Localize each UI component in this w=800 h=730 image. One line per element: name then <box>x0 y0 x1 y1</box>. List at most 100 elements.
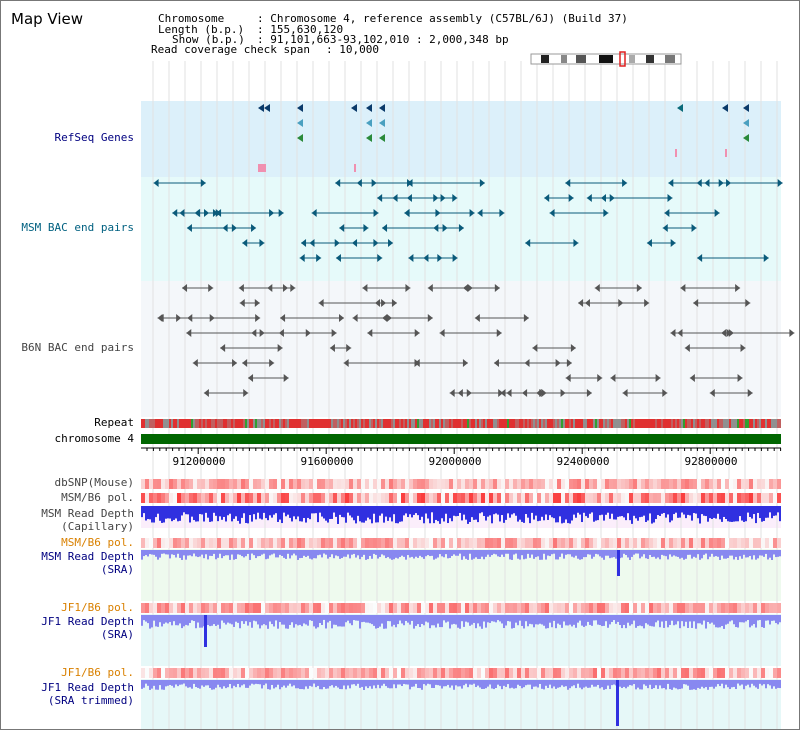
dbsnp-cell <box>617 479 621 489</box>
dbsnp-cell <box>441 479 445 489</box>
b6n-bac-pair <box>238 284 244 292</box>
capillary-depth-bar <box>217 506 219 522</box>
dbsnp-cell <box>141 479 145 489</box>
msm-pol-cell <box>445 493 449 503</box>
jf1-sra-depth-bar <box>549 615 551 623</box>
msm-pol-cell <box>649 538 653 548</box>
jf1-trim-depth-bar <box>195 680 197 687</box>
jf1-trim-depth-bar <box>745 680 747 686</box>
repeat-segment <box>167 419 169 428</box>
jf1-trim-depth-bar <box>497 680 499 685</box>
track-label-refseq: RefSeq Genes <box>54 131 134 144</box>
capillary-depth-bar <box>487 506 489 517</box>
repeat-segment <box>509 419 511 428</box>
capillary-depth-bar <box>591 506 593 513</box>
jf1-pol-cell <box>661 668 665 678</box>
repeat-segment <box>729 419 731 428</box>
jf1-sra-depth-bar <box>407 615 409 623</box>
dbsnp-cell <box>737 479 741 489</box>
jf1-sra-depth-bar <box>247 615 249 626</box>
msm-pol-cell <box>301 493 305 503</box>
capillary-depth-bar <box>617 506 619 517</box>
jf1-sra-depth-bar <box>443 615 445 621</box>
msm-pol-cell <box>697 538 701 548</box>
jf1-pol-cell <box>673 668 677 678</box>
jf1-pol-cell <box>409 668 413 678</box>
repeat-segment <box>263 419 265 428</box>
dbsnp-cell <box>333 479 337 489</box>
jf1-pol-cell <box>757 603 761 613</box>
msm-pol-cell <box>197 493 201 503</box>
msm-sra-depth-bar <box>657 550 659 558</box>
jf1-trim-depth-bar <box>321 680 323 690</box>
capillary-depth-bar <box>335 506 337 517</box>
dbsnp-cell <box>361 479 365 489</box>
msm-pol-cell <box>749 538 753 548</box>
b6n-bac-pair <box>560 389 566 397</box>
jf1-trim-depth-bar <box>231 680 233 689</box>
jf1-pol-cell <box>253 603 257 613</box>
repeat-segment <box>465 419 467 428</box>
jf1-sra-depth-bar <box>393 615 395 625</box>
msm-pol-cell <box>549 538 553 548</box>
jf1-trim-depth-bar <box>439 680 441 686</box>
jf1-trim-depth-bar <box>635 680 637 690</box>
jf1-sra-depth-bar <box>285 615 287 629</box>
repeat-segment <box>531 419 533 428</box>
jf1-pol-cell <box>429 668 433 678</box>
msm-bac-pair <box>222 224 228 232</box>
msm-sra-depth-bar <box>665 550 667 557</box>
jf1-trim-depth-bar <box>379 680 381 689</box>
jf1-pol-cell <box>213 668 217 678</box>
jf1-trim-depth-bar <box>361 680 363 687</box>
jf1-trim-depth-bar <box>547 680 549 688</box>
repeat-segment <box>409 419 411 428</box>
capillary-depth-bar <box>325 506 327 521</box>
repeat-segment <box>673 419 675 428</box>
b6n-bac-pair <box>670 329 676 337</box>
jf1-pol-cell <box>321 668 325 678</box>
repeat-segment <box>153 419 155 428</box>
jf1-pol-cell <box>369 603 373 613</box>
capillary-depth-bar <box>685 506 687 519</box>
repeat-segment <box>291 419 293 428</box>
msm-pol-cell <box>545 493 549 503</box>
capillary-depth-bar <box>557 506 559 523</box>
dbsnp-cell <box>521 479 525 489</box>
msm-sra-depth-bar <box>451 550 453 556</box>
jf1-sra-depth-bar <box>379 615 381 627</box>
track-label-jf1-depth-sra-sub: (SRA) <box>100 628 134 641</box>
jf1-pol-cell <box>441 603 445 613</box>
jf1-pol-cell <box>373 603 377 613</box>
jf1-sra-depth-bar <box>277 615 279 629</box>
msm-pol-cell <box>449 538 453 548</box>
msm-pol-cell <box>269 493 273 503</box>
dbsnp-cell <box>217 479 221 489</box>
capillary-depth-bar <box>349 506 351 516</box>
msm-pol-cell <box>237 493 241 503</box>
jf1-pol-cell <box>509 668 513 678</box>
repeat-segment <box>447 419 449 428</box>
capillary-depth-bar <box>695 506 697 514</box>
jf1-sra-depth-bar <box>445 615 447 623</box>
chromosome-key: Chromosome <box>158 12 225 25</box>
jf1-pol-cell <box>441 668 445 678</box>
jf1-trim-depth-bar <box>283 680 285 686</box>
msm-pol-cell <box>777 538 781 548</box>
msm-bac-pair <box>299 254 305 262</box>
jf1-pol-cell <box>553 603 557 613</box>
dbsnp-cell <box>513 479 517 489</box>
jf1-sra-depth-bar <box>779 615 781 623</box>
jf1-pol-cell <box>293 603 297 613</box>
msm-pol-cell <box>717 493 721 503</box>
jf1-pol-cell <box>341 668 345 678</box>
msm-sra-depth-bar <box>621 550 623 558</box>
msm-pol-cell <box>713 493 717 503</box>
msm-bac-pair <box>153 179 159 187</box>
repeat-segment <box>709 419 711 428</box>
jf1-pol-cell <box>257 603 261 613</box>
jf1-trim-depth-bar <box>387 680 389 688</box>
msm-sra-depth-bar <box>379 550 381 557</box>
jf1-trim-depth-bar <box>633 680 635 685</box>
